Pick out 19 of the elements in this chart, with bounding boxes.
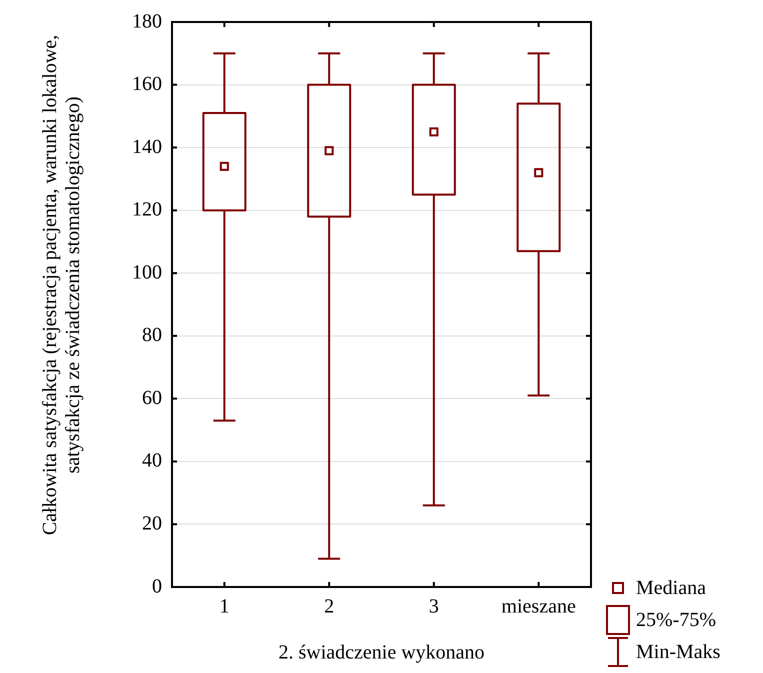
y-tick-label: 100	[132, 261, 162, 284]
x-axis-title: 2. świadczenie wykonano	[278, 641, 485, 664]
y-tick-label: 40	[142, 450, 162, 472]
text: Mediana	[636, 576, 706, 600]
y-tick-label: 140	[132, 136, 162, 158]
y-tick-label: 0	[152, 575, 162, 598]
x-tick-label: 1	[219, 595, 230, 618]
text: 25%-75%	[636, 608, 716, 632]
y-tick-label: 20	[142, 512, 162, 534]
x-tick-label: 2	[324, 595, 334, 618]
x-tick-label: mieszane	[501, 595, 576, 618]
y-tick-label: 160	[132, 73, 162, 96]
y-tick-label: 120	[132, 198, 162, 221]
y-tick-label: 60	[142, 386, 162, 409]
x-tick-label: 3	[428, 595, 439, 618]
text: Min-Maks	[636, 640, 720, 664]
y-tick-label: 180	[132, 10, 162, 32]
y-axis-title: Całkowita satysfakcja (rejestracja pacjenta, warunki lokalowe, satysfakcja ze świadczenia stomatologicznego)	[39, 34, 85, 538]
y-tick-label: 80	[142, 324, 162, 346]
